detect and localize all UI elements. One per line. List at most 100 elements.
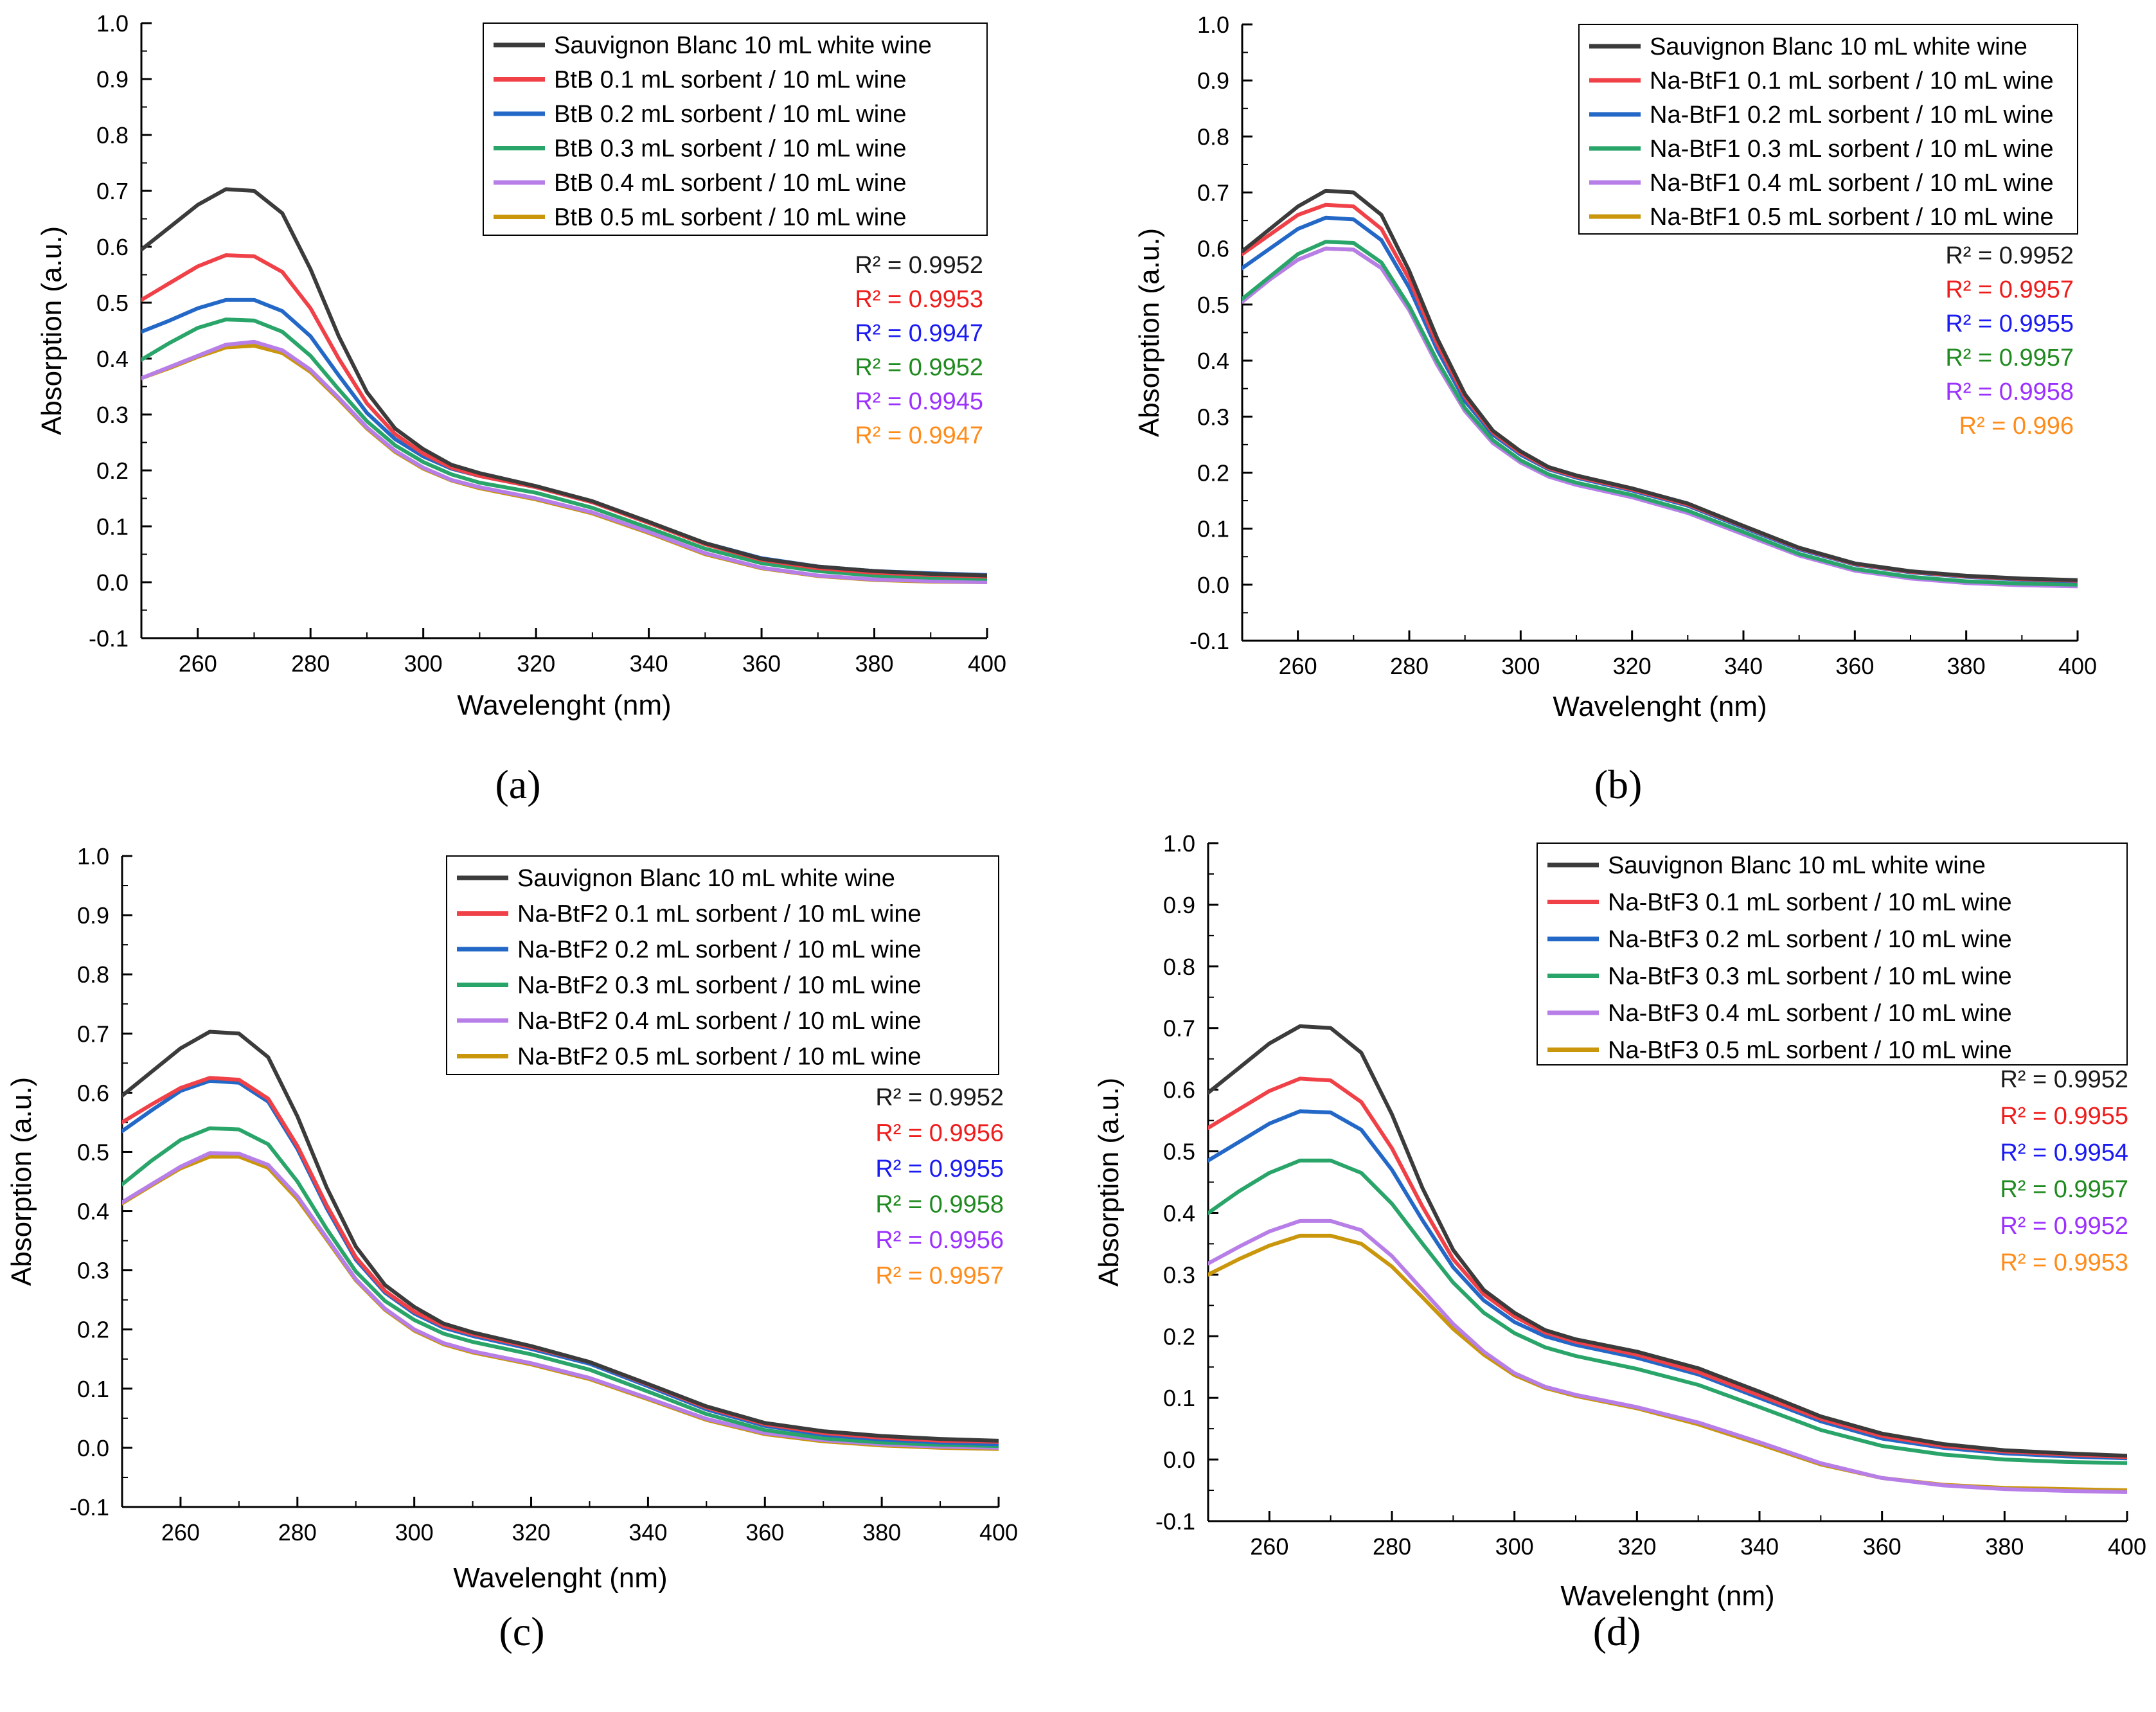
y-axis-title: Absorption (a.u.) (1134, 228, 1165, 437)
y-tick-label: -0.1 (69, 1494, 109, 1520)
y-tick-label: 0.6 (1163, 1077, 1195, 1103)
legend-box (1537, 843, 2128, 1066)
y-tick-label: 0.4 (77, 1199, 109, 1225)
x-axis-title: Wavelenght (nm) (457, 690, 671, 721)
legend-label: Na-BtF1 0.3 mL sorbent / 10 mL wine (1650, 136, 2054, 163)
legend-label: Sauvignon Blanc 10 mL white wine (1608, 852, 1986, 879)
y-tick-label: 0.1 (96, 513, 129, 540)
legend-label: Na-BtF2 0.3 mL sorbent / 10 mL wine (517, 972, 922, 999)
legend-label: BtB 0.3 mL sorbent / 10 mL wine (554, 136, 906, 163)
y-tick-label: -0.1 (1189, 628, 1229, 654)
series-line-4 (122, 1151, 999, 1450)
r-squared-label: R² = 0.9954 (2000, 1139, 2128, 1166)
y-tick-label: 0.2 (96, 458, 129, 484)
series-line-5 (122, 1154, 999, 1451)
legend-label: Sauvignon Blanc 10 mL white wine (1650, 33, 2027, 60)
series-line-3 (141, 317, 987, 581)
panel-label: (a) (495, 762, 540, 807)
r-squared-label: R² = 0.9952 (875, 1084, 1004, 1111)
r-squared-label: R² = 0.9957 (2000, 1176, 2128, 1203)
x-tick-label: 340 (628, 1519, 667, 1546)
y-tick-label: 0.5 (77, 1139, 109, 1165)
y-tick-label: 0.6 (1197, 236, 1229, 262)
x-axis-title: Wavelenght (nm) (1560, 1580, 1774, 1612)
y-tick-label: 0.0 (77, 1435, 109, 1461)
y-tick-label: 0.9 (1163, 892, 1195, 918)
x-tick-label: 260 (161, 1519, 200, 1546)
chart-panel-a: -0.1 0.0 0.1 0.2 0.3 0.4 0.5 0.6 0.7 0.8 0.9 1.0 260… (36, 10, 1006, 807)
x-tick-label: 300 (1501, 653, 1540, 679)
series-line-4 (141, 339, 987, 584)
r-squared-label: R² = 0.9958 (1945, 379, 2074, 406)
x-tick-label: 360 (745, 1519, 784, 1546)
y-tick-label: 0.0 (1197, 572, 1229, 598)
x-tick-label: 360 (1835, 653, 1874, 679)
x-tick-label: 380 (862, 1519, 901, 1546)
x-tick-label: 320 (1617, 1533, 1656, 1560)
x-tick-label: 280 (1373, 1533, 1411, 1560)
y-axis-title: Absorption (a.u.) (36, 226, 67, 435)
series-line-1 (122, 1076, 999, 1444)
r-squared-label: R² = 0.9955 (1945, 310, 2074, 337)
r-squared-label: R² = 0.996 (1959, 413, 2074, 440)
series-line-0 (122, 1030, 999, 1443)
r-squared-label: R² = 0.9952 (2000, 1213, 2128, 1240)
x-tick-label: 320 (517, 650, 555, 677)
panel-label: (b) (1594, 762, 1643, 807)
legend-label: Na-BtF1 0.2 mL sorbent / 10 mL wine (1650, 102, 2054, 129)
x-tick-label: 300 (1495, 1533, 1534, 1560)
series-line-4 (1208, 1218, 2127, 1494)
y-tick-label: 0.8 (1163, 954, 1195, 980)
legend: Sauvignon Blanc 10 mL white wine BtB 0.1 … (483, 22, 988, 236)
y-tick-label: 0.8 (96, 122, 129, 148)
series-line-5 (141, 344, 987, 584)
legend-label: BtB 0.2 mL sorbent / 10 mL wine (554, 101, 906, 128)
y-tick-label: 0.9 (77, 902, 109, 929)
y-tick-label: 0.0 (96, 569, 129, 596)
chart-panel-b: -0.1 0.0 0.1 0.2 0.3 0.4 0.5 0.6 0.7 0.8 0.9 1.0 260… (1134, 12, 2097, 807)
chart-panel-d: -0.1 0.0 0.1 0.2 0.3 0.4 0.5 0.6 0.7 0.8 0.9 1.0 260… (1093, 830, 2146, 1654)
legend-label: Na-BtF2 0.1 mL sorbent / 10 mL wine (517, 901, 922, 928)
legend-label: Na-BtF3 0.4 mL sorbent / 10 mL wine (1608, 1000, 2012, 1027)
legend: Sauvignon Blanc 10 mL white wine Na-BtF3 … (1537, 843, 2128, 1066)
series-group (141, 187, 987, 584)
series-group (1208, 1024, 2127, 1494)
y-tick-label: 0.1 (1163, 1385, 1195, 1411)
y-tick-label: 0.0 (1163, 1447, 1195, 1473)
series-line-3 (1208, 1158, 2127, 1465)
r-squared-label: R² = 0.9957 (1945, 344, 2074, 371)
y-tick-label: 1.0 (77, 843, 109, 869)
legend-box (446, 855, 999, 1075)
legend-label: Sauvignon Blanc 10 mL white wine (554, 32, 932, 59)
series-line-0 (1208, 1024, 2127, 1458)
x-tick-label: 280 (1390, 653, 1429, 679)
legend-label: Na-BtF2 0.5 mL sorbent / 10 mL wine (517, 1044, 922, 1071)
y-tick-label: 0.1 (77, 1376, 109, 1402)
y-tick-label: 1.0 (96, 10, 129, 37)
x-tick-label: 320 (512, 1519, 550, 1546)
y-tick-label: 0.9 (1197, 67, 1229, 94)
y-tick-label: 1.0 (1197, 12, 1229, 38)
series-line-0 (1242, 188, 2078, 582)
x-tick-label: 380 (1947, 653, 1986, 679)
x-tick-label: 280 (278, 1519, 317, 1546)
y-tick-label: 0.7 (77, 1021, 109, 1047)
y-axis-title: Absorption (a.u.) (1093, 1078, 1125, 1287)
x-tick-label: 400 (2108, 1533, 2146, 1560)
x-tick-label: 380 (855, 650, 893, 677)
y-tick-label: 0.5 (96, 290, 129, 316)
y-tick-label: 0.1 (1197, 516, 1229, 542)
x-tick-label: 360 (1863, 1533, 1902, 1560)
x-tick-label: 400 (968, 650, 1006, 677)
panel-label: (d) (1593, 1609, 1641, 1654)
x-tick-label: 340 (630, 650, 668, 677)
x-tick-label: 260 (1279, 653, 1317, 679)
legend-label: Na-BtF2 0.4 mL sorbent / 10 mL wine (517, 1008, 922, 1035)
r-squared-label: R² = 0.9953 (855, 286, 983, 313)
panel-label: (c) (499, 1609, 544, 1654)
legend-label: Sauvignon Blanc 10 mL white wine (517, 865, 895, 892)
legend-label: Na-BtF2 0.2 mL sorbent / 10 mL wine (517, 936, 922, 963)
legend-box (1578, 24, 2078, 235)
r-squared-label: R² = 0.9952 (1945, 242, 2074, 269)
